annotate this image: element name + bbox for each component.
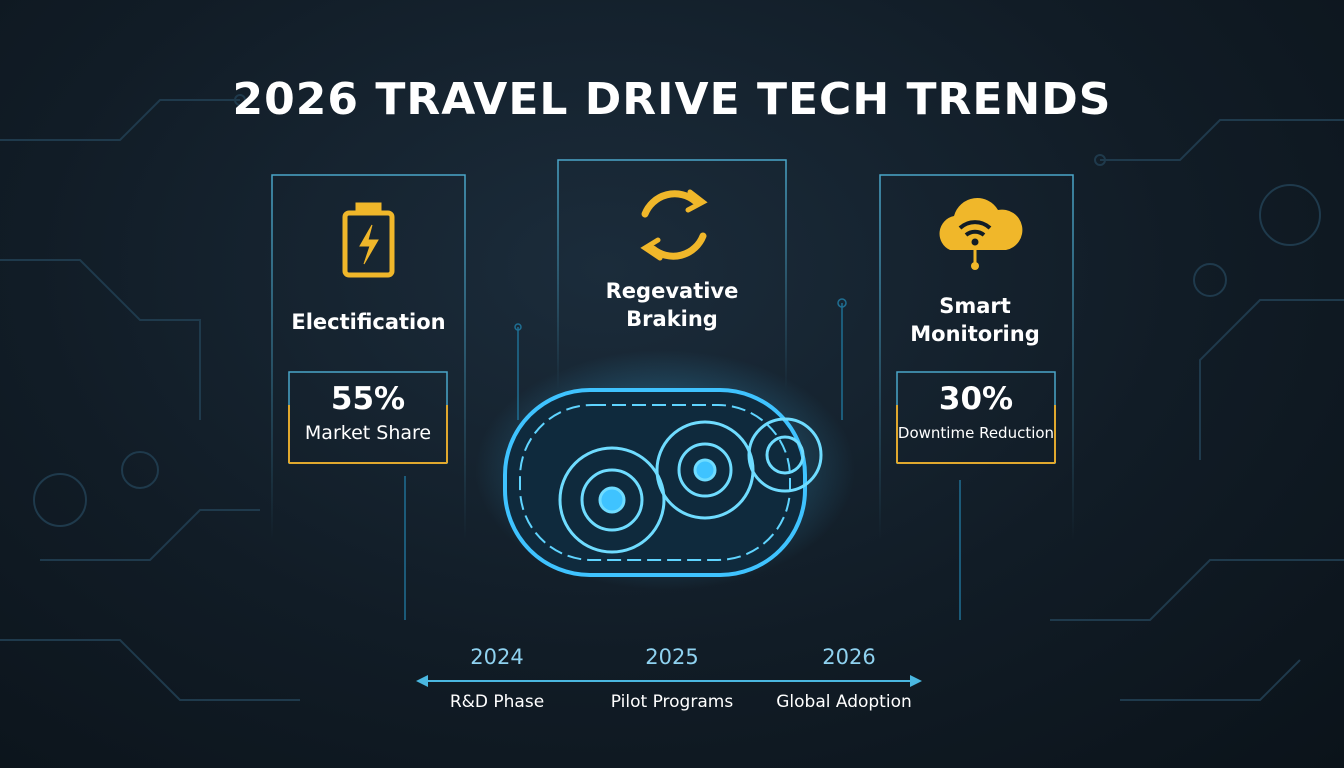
cycle-icon: [640, 189, 708, 261]
card-title: Smart Monitoring: [910, 294, 1040, 346]
timeline-label: Pilot Programs: [610, 692, 734, 712]
circuit-lines: [0, 94, 1344, 701]
timeline-label: Global Adoption: [776, 692, 912, 712]
timeline-year: 2026: [822, 645, 876, 669]
timeline-label: R&D Phase: [449, 692, 545, 712]
timeline-axis: [416, 675, 922, 687]
timeline-year: 2025: [645, 645, 699, 669]
stat-value: 55%: [330, 381, 406, 417]
drive-illustration: [475, 350, 855, 590]
stat-label: Market Share: [304, 422, 432, 444]
card-title: Regevative Braking: [605, 279, 739, 331]
cloud-icon: [939, 198, 1023, 270]
connector-lines: [404, 298, 961, 620]
card-frames: [271, 159, 1074, 540]
battery-icon: [342, 202, 395, 278]
stat-value: 30%: [938, 381, 1014, 417]
card-title: Electification: [291, 310, 446, 334]
title: 2026 TRAVEL DRIVE TECH TRENDS: [232, 74, 1112, 125]
stat-label: Downtime Reduction: [897, 424, 1055, 442]
timeline-year: 2024: [470, 645, 524, 669]
